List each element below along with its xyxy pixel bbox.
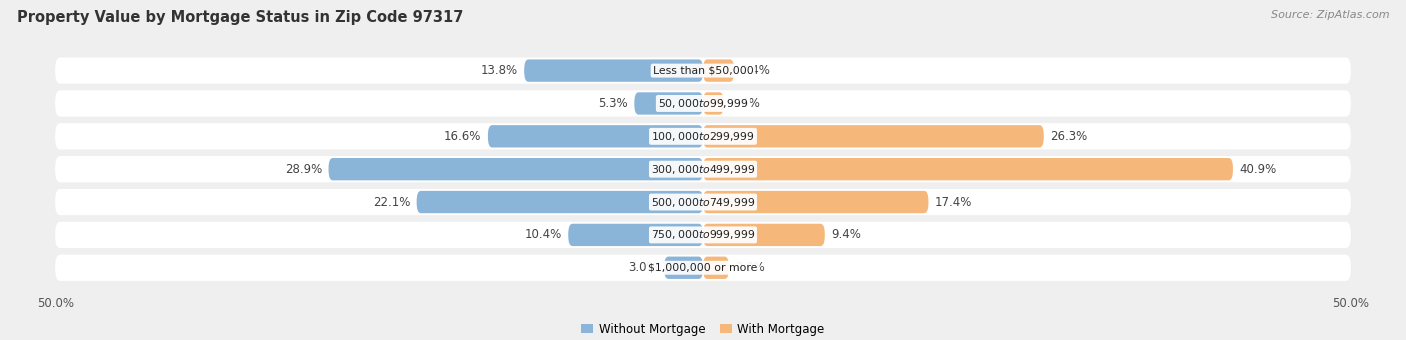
FancyBboxPatch shape (55, 57, 1351, 84)
FancyBboxPatch shape (55, 156, 1351, 182)
Text: 3.0%: 3.0% (628, 261, 658, 274)
FancyBboxPatch shape (55, 189, 1351, 215)
Text: 40.9%: 40.9% (1240, 163, 1277, 176)
FancyBboxPatch shape (703, 125, 1043, 148)
Text: 28.9%: 28.9% (285, 163, 322, 176)
FancyBboxPatch shape (703, 92, 724, 115)
FancyBboxPatch shape (703, 191, 928, 213)
Text: Property Value by Mortgage Status in Zip Code 97317: Property Value by Mortgage Status in Zip… (17, 10, 463, 25)
Text: 5.3%: 5.3% (598, 97, 628, 110)
Text: $750,000 to $999,999: $750,000 to $999,999 (651, 228, 755, 241)
Text: $500,000 to $749,999: $500,000 to $749,999 (651, 195, 755, 208)
FancyBboxPatch shape (703, 224, 825, 246)
FancyBboxPatch shape (568, 224, 703, 246)
Text: 16.6%: 16.6% (444, 130, 481, 143)
Text: $1,000,000 or more: $1,000,000 or more (648, 263, 758, 273)
Text: $300,000 to $499,999: $300,000 to $499,999 (651, 163, 755, 176)
FancyBboxPatch shape (329, 158, 703, 180)
FancyBboxPatch shape (55, 255, 1351, 281)
FancyBboxPatch shape (634, 92, 703, 115)
FancyBboxPatch shape (703, 59, 734, 82)
FancyBboxPatch shape (416, 191, 703, 213)
Text: Source: ZipAtlas.com: Source: ZipAtlas.com (1271, 10, 1389, 20)
Text: 26.3%: 26.3% (1050, 130, 1087, 143)
FancyBboxPatch shape (55, 90, 1351, 117)
FancyBboxPatch shape (55, 123, 1351, 150)
FancyBboxPatch shape (55, 222, 1351, 248)
FancyBboxPatch shape (664, 257, 703, 279)
Text: $100,000 to $299,999: $100,000 to $299,999 (651, 130, 755, 143)
Text: 2.0%: 2.0% (735, 261, 765, 274)
Text: 9.4%: 9.4% (831, 228, 860, 241)
Text: $50,000 to $99,999: $50,000 to $99,999 (658, 97, 748, 110)
Legend: Without Mortgage, With Mortgage: Without Mortgage, With Mortgage (576, 318, 830, 340)
Text: 17.4%: 17.4% (935, 195, 973, 208)
FancyBboxPatch shape (524, 59, 703, 82)
FancyBboxPatch shape (488, 125, 703, 148)
Text: 2.4%: 2.4% (741, 64, 770, 77)
FancyBboxPatch shape (703, 257, 728, 279)
Text: Less than $50,000: Less than $50,000 (652, 66, 754, 75)
Text: 1.6%: 1.6% (730, 97, 761, 110)
FancyBboxPatch shape (703, 158, 1233, 180)
Text: 22.1%: 22.1% (373, 195, 411, 208)
Text: 10.4%: 10.4% (524, 228, 562, 241)
Text: 13.8%: 13.8% (481, 64, 517, 77)
